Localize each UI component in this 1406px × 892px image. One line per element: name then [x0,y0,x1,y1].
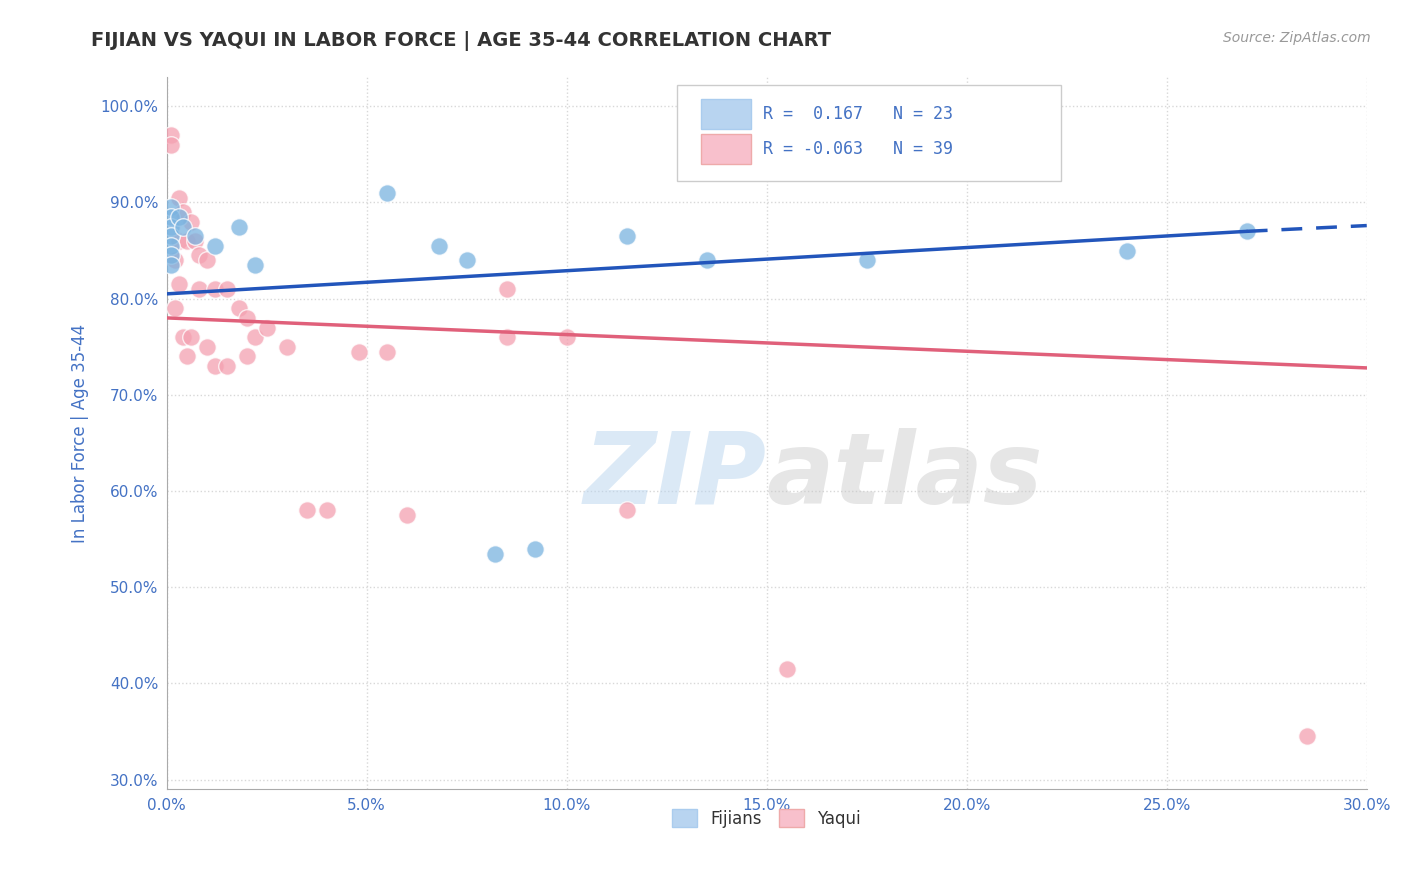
Point [172,205,194,219]
Point [159,137,181,152]
Point [495,330,517,344]
Point [228,219,250,234]
Text: R =  0.167   N = 23: R = 0.167 N = 23 [763,104,953,123]
Point [187,282,209,296]
Point [555,330,578,344]
Point [696,253,718,268]
Text: atlas: atlas [766,427,1043,524]
FancyBboxPatch shape [676,85,1060,181]
Point [228,301,250,316]
Point [187,248,209,262]
Point [616,229,638,244]
Point [195,340,218,354]
Point [159,128,181,143]
Point [235,310,257,325]
Point [375,186,398,200]
Point [347,344,370,359]
Point [167,234,190,248]
Point [375,344,398,359]
Point [176,234,198,248]
Point [159,229,181,244]
Point [215,359,238,373]
Point [456,253,478,268]
Point [495,282,517,296]
Text: R = -0.063   N = 39: R = -0.063 N = 39 [763,140,953,158]
Point [215,282,238,296]
Point [204,359,226,373]
Point [167,277,190,292]
Point [243,258,266,272]
Point [167,191,190,205]
Point [159,200,181,214]
Point [235,350,257,364]
Text: FIJIAN VS YAQUI IN LABOR FORCE | AGE 35-44 CORRELATION CHART: FIJIAN VS YAQUI IN LABOR FORCE | AGE 35-… [91,31,831,51]
Point [176,350,198,364]
Y-axis label: In Labor Force | Age 35-44: In Labor Force | Age 35-44 [72,324,89,543]
Point [855,253,877,268]
Point [523,541,546,556]
Point [204,282,226,296]
Point [1236,224,1258,238]
Point [159,258,181,272]
Point [163,253,186,268]
Point [180,215,202,229]
Point [172,219,194,234]
FancyBboxPatch shape [700,135,751,164]
Text: ZIP: ZIP [583,427,766,524]
Point [195,253,218,268]
Point [256,320,278,334]
Point [183,229,205,244]
Point [616,503,638,517]
Point [484,547,506,561]
Point [159,248,181,262]
Point [183,234,205,248]
Point [776,662,799,676]
Point [295,503,318,517]
Point [167,210,190,224]
Point [163,301,186,316]
Point [427,239,450,253]
Point [159,219,181,234]
Point [1295,729,1317,743]
Point [204,239,226,253]
Point [180,330,202,344]
Legend: Fijians, Yaqui: Fijians, Yaqui [666,803,868,834]
Point [276,340,298,354]
Text: Source: ZipAtlas.com: Source: ZipAtlas.com [1223,31,1371,45]
Point [395,508,418,522]
FancyBboxPatch shape [700,99,751,128]
Point [243,330,266,344]
Point [315,503,337,517]
Point [159,210,181,224]
Point [1115,244,1137,258]
Point [172,330,194,344]
Point [159,239,181,253]
